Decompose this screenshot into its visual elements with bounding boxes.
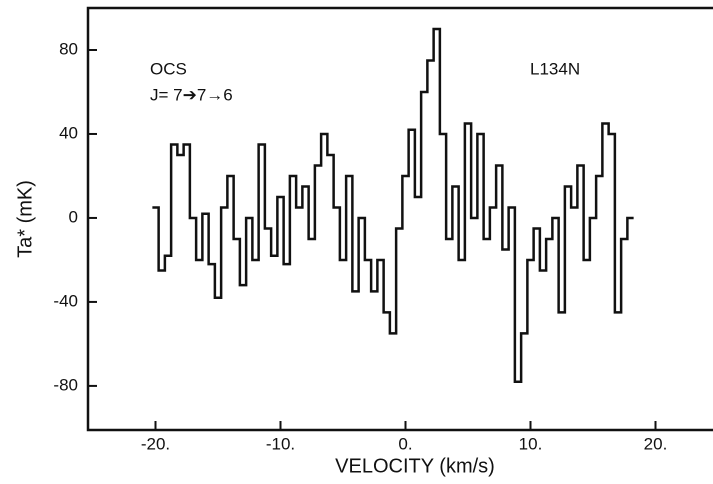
annotation: OCS bbox=[150, 59, 187, 78]
x-tick-label: 0. bbox=[398, 434, 412, 453]
x-tick-label: 10. bbox=[519, 434, 543, 453]
spectrum-line bbox=[152, 27, 634, 383]
y-tick-label: 80 bbox=[59, 39, 78, 58]
axis-frame bbox=[86, 6, 713, 432]
y-axis-label: Ta* (mK) bbox=[14, 180, 36, 258]
y-tick-label: 40 bbox=[59, 123, 78, 142]
y-tick-label: 0 bbox=[69, 207, 78, 226]
annotation: L134N bbox=[530, 59, 580, 78]
x-tick-label: -10. bbox=[266, 434, 295, 453]
y-tick-label: -80 bbox=[53, 375, 78, 394]
x-axis-label: VELOCITY (km/s) bbox=[335, 455, 495, 477]
x-tick-label: 20. bbox=[644, 434, 668, 453]
annotation: J= 7➔7→6 bbox=[150, 85, 233, 104]
x-tick-label: -20. bbox=[141, 434, 170, 453]
y-tick-label: -40 bbox=[53, 291, 78, 310]
